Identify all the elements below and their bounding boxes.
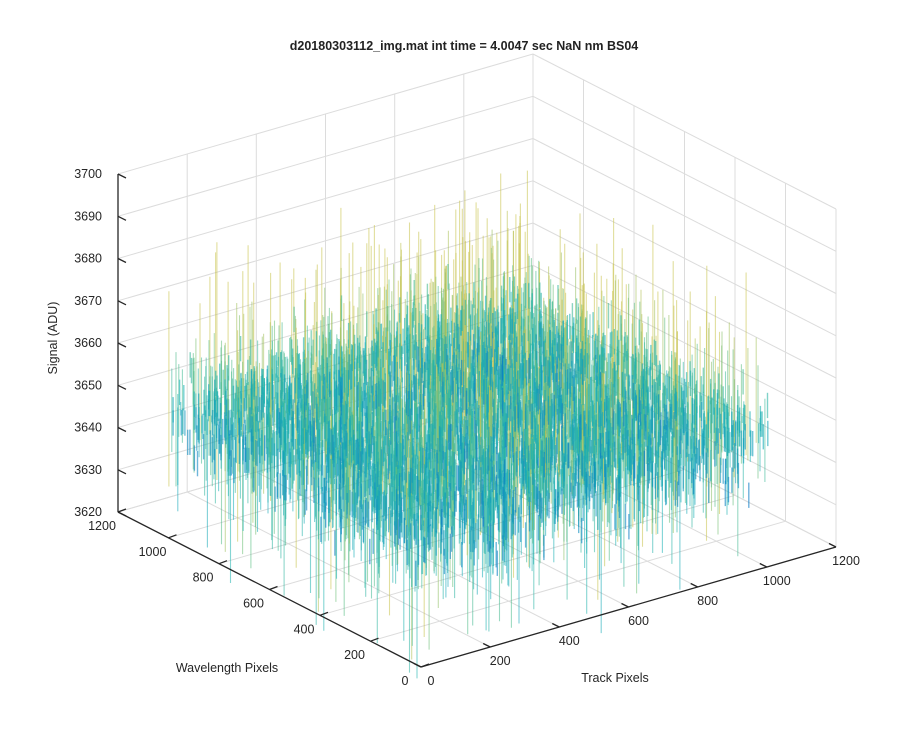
x-tick-label: 400 — [559, 634, 580, 648]
x-tick — [552, 622, 560, 628]
z-tick — [117, 384, 127, 390]
grid-line — [117, 222, 534, 344]
x-tick — [759, 562, 768, 568]
x-tick-label: 1000 — [763, 574, 791, 588]
axes — [117, 173, 837, 668]
grid-line — [532, 138, 837, 294]
z-tick-label: 3680 — [74, 252, 102, 266]
z-tick — [117, 300, 127, 306]
x-tick — [621, 602, 629, 608]
x-tick-label: 200 — [490, 654, 511, 668]
z-tick — [117, 426, 127, 433]
x-axis-label: Track Pixels — [581, 671, 649, 685]
y-tick-label: 600 — [243, 597, 264, 611]
z-tick-label: 3630 — [74, 463, 102, 477]
z-tick-label: 3690 — [74, 209, 102, 223]
x-tick-label: 1200 — [832, 554, 860, 568]
grid-line — [532, 180, 837, 337]
tick-labels: 0 200 400 600 800 1000 1200 0 200 400 600 800 1000 12… — [74, 167, 860, 688]
grid-line — [117, 180, 534, 302]
y-tick-label: 0 — [402, 674, 409, 688]
z-tick — [117, 173, 127, 179]
z-tick — [117, 511, 127, 517]
y-tick — [319, 611, 329, 616]
grid-line — [532, 95, 837, 252]
y-tick-label: 400 — [294, 622, 315, 636]
z-tick-label: 3640 — [74, 421, 102, 435]
y-tick-label: 200 — [344, 648, 365, 662]
grid-line — [117, 95, 534, 217]
x-tick-label: 800 — [697, 594, 718, 608]
grid-line — [370, 520, 786, 642]
y-tick — [269, 585, 278, 591]
grid-line — [117, 53, 534, 175]
grid-line — [117, 138, 534, 259]
y-axis-label: Wavelength Pixels — [176, 661, 278, 675]
y-tick-label: 1200 — [88, 519, 116, 533]
z-tick-label: 3650 — [74, 378, 102, 392]
x-tick — [413, 662, 422, 668]
z-tick-label: 3670 — [74, 294, 102, 308]
y-tick — [370, 637, 379, 642]
grid-line — [532, 53, 837, 210]
x-tick — [482, 642, 491, 648]
y-tick — [420, 663, 430, 668]
z-axis-label: Signal (ADU) — [46, 302, 60, 375]
grid-line — [532, 222, 837, 379]
y-tick — [218, 560, 228, 565]
y-tick-label: 1000 — [139, 545, 167, 559]
z-tick — [117, 215, 127, 221]
y-tick — [168, 534, 177, 539]
x-tick — [690, 582, 698, 588]
x-tick-label: 0 — [428, 674, 435, 688]
x-tick-label: 600 — [628, 614, 649, 628]
chart-title: d20180303112_img.mat int time = 4.0047 s… — [290, 39, 639, 53]
surface — [168, 170, 769, 679]
y-tick — [117, 508, 127, 513]
y-tick-label: 800 — [193, 571, 214, 585]
x-tick — [828, 542, 837, 548]
z-tick-label: 3700 — [74, 167, 102, 181]
z-tick — [117, 257, 127, 264]
z-tick-label: 3620 — [74, 505, 102, 519]
grid-line — [117, 264, 534, 386]
z-tick-label: 3660 — [74, 336, 102, 350]
z-tick — [117, 469, 127, 475]
z-tick — [117, 342, 127, 348]
